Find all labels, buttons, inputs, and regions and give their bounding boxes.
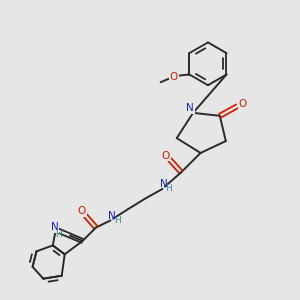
Text: N: N — [186, 103, 194, 113]
Text: N: N — [108, 211, 116, 221]
Text: H: H — [165, 184, 172, 194]
Text: H: H — [114, 216, 121, 225]
Text: H: H — [55, 230, 62, 239]
Text: O: O — [238, 99, 247, 109]
Text: N: N — [51, 222, 58, 232]
Text: O: O — [78, 206, 86, 216]
Text: O: O — [162, 151, 170, 160]
Text: O: O — [170, 72, 178, 82]
Text: N: N — [160, 179, 167, 189]
